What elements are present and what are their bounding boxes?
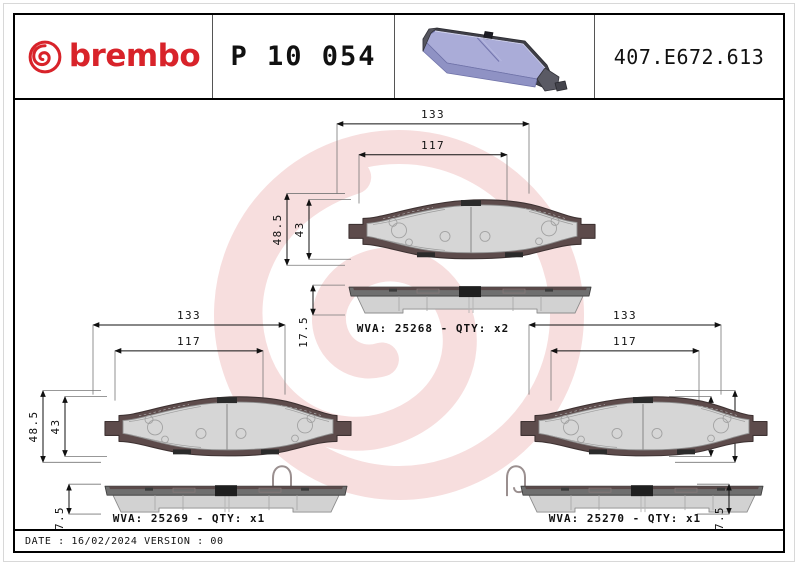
part-number-cell: P 10 054 bbox=[213, 15, 395, 98]
dim-label-133-br: 133 bbox=[613, 309, 637, 322]
dim-top-overall-height: 48.5 bbox=[271, 192, 345, 266]
pad-side-25269 bbox=[104, 484, 348, 513]
pad-side-25270 bbox=[520, 484, 764, 513]
part-number: P 10 054 bbox=[230, 41, 377, 72]
dim-br-thickness: 17.5 bbox=[697, 483, 732, 529]
dim-label-17-5-bl: 17.5 bbox=[53, 506, 66, 529]
wva-label-25270: WVA: 25270 - QTY: x1 bbox=[549, 512, 701, 525]
dim-label-117-br: 117 bbox=[613, 335, 637, 348]
technical-drawing: 133 117 48.5 bbox=[27, 108, 768, 529]
dim-br-inner-width: 117 bbox=[550, 335, 700, 401]
footer-date-version: DATE : 16/02/2024 VERSION : 00 bbox=[25, 535, 224, 547]
pad-side-25268 bbox=[348, 285, 592, 314]
brembo-logo-icon bbox=[27, 39, 63, 75]
dim-label-117-bl: 117 bbox=[177, 335, 201, 348]
drawing-frame: brembo P 10 054 bbox=[13, 13, 785, 553]
reference-number-cell: 407.E672.613 bbox=[595, 15, 783, 98]
dim-bl-overall-width: 133 bbox=[92, 309, 286, 395]
dim-top-overall-width: 133 bbox=[336, 108, 530, 194]
dim-label-43-top: 43 bbox=[293, 221, 306, 237]
dim-label-133-bl: 133 bbox=[177, 309, 201, 322]
wva-label-25268: WVA: 25268 - QTY: x2 bbox=[357, 322, 509, 335]
dim-top-inner-height: 43 bbox=[293, 198, 351, 260]
brand-cell: brembo bbox=[15, 15, 213, 98]
dim-label-133-top: 133 bbox=[421, 108, 445, 121]
isometric-cell bbox=[395, 15, 595, 98]
reference-number: 407.E672.613 bbox=[613, 44, 765, 69]
brand-wordmark: brembo bbox=[68, 38, 201, 74]
dim-bl-thickness: 17.5 bbox=[53, 483, 101, 529]
brake-pad-3d-icon bbox=[407, 17, 583, 97]
view-bottom-left-pad: 133 117 48.5 bbox=[27, 309, 352, 529]
pad-front-25270 bbox=[520, 396, 768, 457]
dim-bl-inner-height: 43 bbox=[49, 395, 107, 458]
pad-front-25268 bbox=[348, 199, 596, 260]
dim-label-48-5-top: 48.5 bbox=[271, 213, 284, 245]
dim-top-thickness: 17.5 bbox=[297, 284, 345, 348]
view-top-pad: 133 117 48.5 bbox=[271, 108, 596, 348]
dim-top-inner-width: 117 bbox=[358, 139, 508, 204]
brand-lockup: brembo bbox=[27, 38, 201, 75]
footer-bar: DATE : 16/02/2024 VERSION : 00 bbox=[15, 529, 783, 551]
dim-label-17-5-br: 17.5 bbox=[713, 506, 726, 529]
pad-front-25269 bbox=[104, 396, 352, 457]
dim-br-overall-width: 133 bbox=[528, 309, 722, 395]
dim-label-17-5-top: 17.5 bbox=[297, 316, 310, 348]
title-block: brembo P 10 054 bbox=[15, 15, 783, 100]
dim-label-43-bl: 43 bbox=[49, 418, 62, 434]
dim-bl-overall-height: 48.5 bbox=[27, 389, 101, 464]
dim-label-117-top: 117 bbox=[421, 139, 445, 152]
view-bottom-right-pad: 133 117 43 bbox=[506, 309, 768, 529]
wva-label-25269: WVA: 25269 - QTY: x1 bbox=[113, 512, 265, 525]
dim-bl-inner-width: 117 bbox=[114, 335, 264, 401]
dim-label-48-5-bl: 48.5 bbox=[27, 411, 40, 443]
drawing-canvas: 133 117 48.5 bbox=[15, 100, 783, 529]
